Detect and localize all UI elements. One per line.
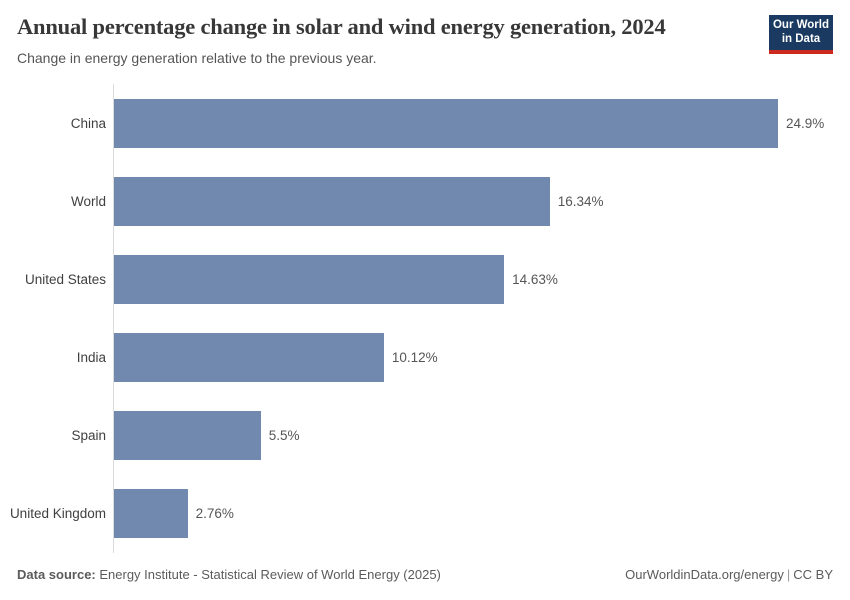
bar-india[interactable]: [114, 332, 384, 382]
y-axis-line: [113, 84, 114, 553]
value-label-india: 10.12%: [391, 349, 438, 365]
data-source-text: Energy Institute - Statistical Review of…: [95, 567, 441, 582]
entity-label-india: India: [76, 349, 106, 365]
owid-logo[interactable]: Our World in Data: [769, 15, 833, 54]
value-label-china: 24.9%: [786, 115, 825, 131]
footer-links: OurWorldinData.org/energy | CC BY: [625, 567, 833, 582]
cc-by-link[interactable]: CC BY: [793, 567, 833, 582]
value-label-united-kingdom: 2.76%: [195, 505, 234, 521]
owid-logo-line2: in Data: [781, 32, 821, 45]
bar-row-united-states: United States 14.63%: [25, 240, 850, 318]
entity-label-spain: Spain: [71, 427, 106, 443]
bar-chart: China 24.9% World 16.34% United States 14.63%…: [0, 84, 850, 553]
bar-china[interactable]: [114, 98, 778, 148]
bar-spain[interactable]: [114, 410, 261, 460]
bar-row-china: China 24.9%: [71, 84, 850, 162]
bar-row-india: India 10.12%: [77, 318, 850, 396]
footer-separator: |: [786, 567, 791, 582]
owid-logo-line1: Our World: [772, 19, 829, 31]
entity-label-world: World: [70, 193, 106, 209]
bar-united-states[interactable]: [114, 254, 505, 304]
value-label-spain: 5.5%: [268, 427, 300, 443]
bar-row-world: World 16.34%: [71, 162, 850, 240]
entity-label-united-kingdom: United Kingdom: [9, 505, 106, 521]
entity-label-united-states: United States: [24, 271, 106, 287]
bar-united-kingdom[interactable]: [114, 488, 188, 538]
bar-row-spain: Spain 5.5%: [71, 396, 850, 474]
bar-rows: China 24.9% World 16.34% United States 14.63%…: [10, 84, 850, 552]
page-title: Annual percentage change in solar and wi…: [17, 14, 666, 39]
data-source-label: Data source:: [17, 567, 96, 582]
chart-subtitle: Change in energy generation relative to …: [17, 50, 377, 66]
owid-url-link[interactable]: OurWorldinData.org/energy: [625, 567, 784, 582]
footer: Data source: Energy Institute - Statisti…: [17, 567, 833, 582]
value-label-world: 16.34%: [557, 193, 604, 209]
value-label-united-states: 14.63%: [512, 271, 558, 287]
data-source: Data source: Energy Institute - Statisti…: [17, 567, 441, 582]
entity-label-china: China: [70, 115, 106, 131]
bar-world[interactable]: [114, 176, 550, 226]
bar-row-united-kingdom: United Kingdom 2.76%: [10, 474, 850, 552]
